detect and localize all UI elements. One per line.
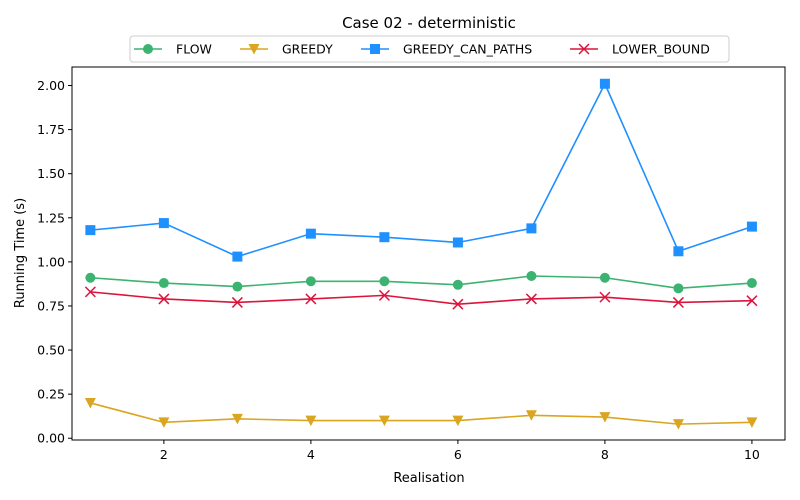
- legend-marker: [370, 44, 380, 54]
- data-point-lower-bound: [746, 295, 758, 307]
- data-point-greedy: [525, 410, 537, 421]
- data-point-greedy: [84, 397, 96, 409]
- data-point-greedy-can-paths: [158, 218, 169, 229]
- y-tick-label: 2.00: [37, 78, 65, 93]
- data-point-lower-bound: [525, 293, 537, 305]
- legend-marker: [578, 43, 590, 55]
- x-tick-label: 10: [744, 447, 760, 462]
- data-point-lower-bound: [452, 298, 464, 310]
- series-greedy-can-paths: [85, 78, 757, 262]
- data-point-flow: [85, 272, 96, 283]
- data-point-greedy: [599, 412, 611, 423]
- y-tick-label: 0.00: [37, 431, 65, 446]
- data-point-greedy-can-paths: [85, 225, 96, 236]
- y-tick-label: 0.25: [37, 387, 65, 402]
- y-tick-label: 0.50: [37, 343, 65, 358]
- data-point-greedy-can-paths: [232, 251, 243, 262]
- data-point-greedy-can-paths: [673, 246, 684, 257]
- data-point-greedy-can-paths: [599, 78, 610, 89]
- legend: FLOW GREEDY GREEDY_CAN_PATHS LOWER_BOUND: [129, 35, 730, 63]
- series-lower-bound: [84, 286, 758, 310]
- data-point-greedy-can-paths: [305, 228, 316, 239]
- series-flow: [85, 270, 757, 294]
- data-point-greedy: [158, 417, 170, 428]
- data-point-greedy: [746, 417, 758, 428]
- legend-label: GREEDY: [282, 42, 333, 57]
- y-tick-label: 1.00: [37, 254, 65, 269]
- y-axis: 0.00 0.25 0.50 0.75 1.00 1.25 1.50 1.75 2.00: [37, 78, 72, 446]
- data-point-flow: [158, 278, 169, 289]
- legend-item-lower-bound: LOWER_BOUND: [570, 42, 710, 57]
- plot-frame: [71, 66, 786, 441]
- data-point-greedy: [452, 415, 464, 427]
- data-point-lower-bound: [599, 291, 611, 303]
- y-tick-label: 0.75: [37, 298, 65, 313]
- legend-label: FLOW: [176, 42, 212, 57]
- data-point-lower-bound: [378, 289, 390, 301]
- data-point-lower-bound: [158, 293, 170, 305]
- y-tick-label: 1.50: [37, 166, 65, 181]
- data-point-flow: [746, 278, 757, 289]
- data-point-flow: [673, 283, 684, 294]
- x-axis-label: Realisation: [393, 471, 464, 486]
- y-tick-label: 1.75: [37, 122, 65, 137]
- data-point-greedy-can-paths: [452, 237, 463, 248]
- x-tick-label: 8: [601, 447, 609, 462]
- series-layer: [84, 78, 758, 430]
- series-line-greedy: [90, 402, 752, 425]
- legend-box: [129, 35, 730, 63]
- data-point-greedy: [305, 415, 317, 427]
- data-point-greedy-can-paths: [379, 232, 390, 243]
- legend-label: GREEDY_CAN_PATHS: [403, 42, 532, 57]
- y-axis-label: Running Time (s): [13, 198, 28, 308]
- data-point-flow: [526, 270, 537, 281]
- series-line-flow: [90, 275, 752, 290]
- legend-item-greedy-can-paths: GREEDY_CAN_PATHS: [361, 42, 532, 57]
- legend-marker: [143, 44, 153, 54]
- data-point-greedy-can-paths: [526, 223, 537, 234]
- data-point-flow: [232, 281, 243, 292]
- series-line-lower-bound: [90, 291, 752, 306]
- x-tick-label: 6: [454, 447, 462, 462]
- data-point-flow: [452, 279, 463, 290]
- legend-item-greedy: GREEDY: [240, 42, 333, 57]
- legend-label: LOWER_BOUND: [612, 42, 710, 57]
- data-point-lower-bound: [672, 296, 684, 308]
- data-point-flow: [599, 272, 610, 283]
- x-tick-label: 2: [160, 447, 168, 462]
- data-point-greedy: [231, 413, 243, 425]
- data-point-greedy: [672, 419, 684, 430]
- data-point-flow: [379, 276, 390, 287]
- data-point-greedy: [378, 415, 390, 427]
- data-point-flow: [305, 276, 316, 287]
- data-point-lower-bound: [305, 293, 317, 305]
- y-tick-label: 1.25: [37, 210, 65, 225]
- legend-item-flow: FLOW: [134, 42, 212, 57]
- data-point-greedy-can-paths: [746, 221, 757, 232]
- series-greedy: [84, 397, 758, 430]
- series-line-greedy-can-paths: [90, 81, 753, 258]
- data-point-lower-bound: [231, 296, 243, 308]
- legend-marker: [248, 44, 260, 55]
- data-point-lower-bound: [84, 286, 96, 298]
- chart-title: Case 02 - deterministic: [342, 14, 516, 32]
- x-tick-label: 4: [307, 447, 315, 462]
- x-axis: 2 4 6 8 10: [160, 440, 760, 462]
